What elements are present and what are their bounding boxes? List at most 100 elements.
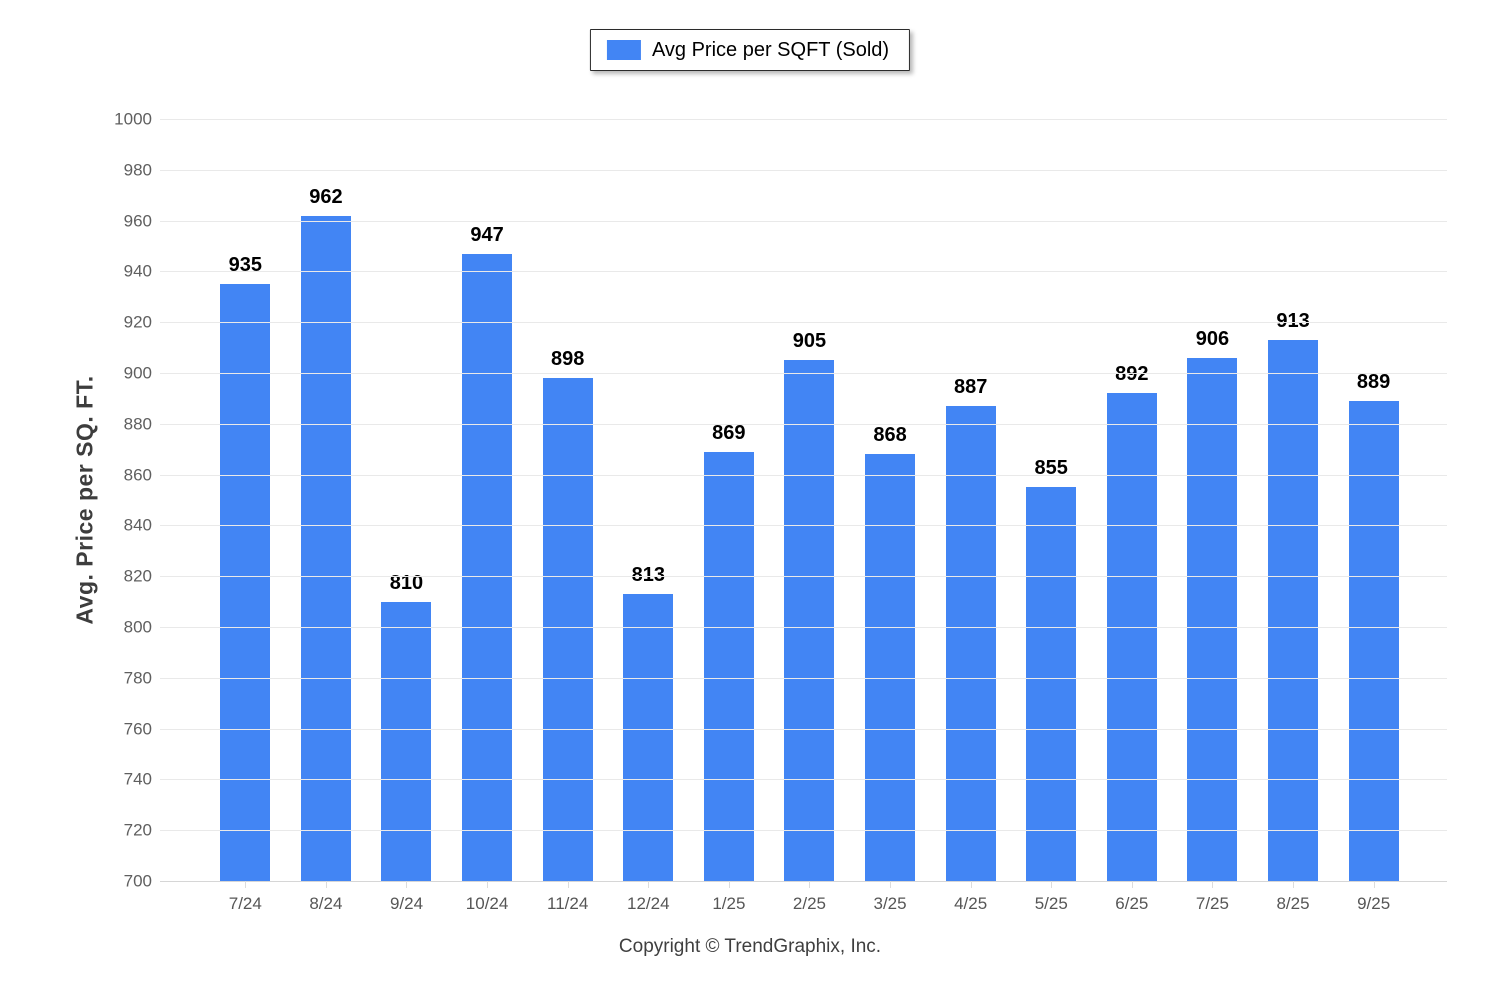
gridline xyxy=(160,677,1447,679)
bar-5/25[interactable] xyxy=(1026,487,1077,881)
gridline xyxy=(160,576,1447,578)
y-tick-label: 740 xyxy=(123,769,152,789)
x-tick-label: 7/25 xyxy=(1195,894,1229,913)
bar-value-label: 962 xyxy=(309,185,343,208)
y-tick-label: 720 xyxy=(123,820,152,840)
y-tick-label: 700 xyxy=(123,871,152,891)
gridline xyxy=(160,423,1447,425)
bar-slot: 898 11/24 xyxy=(527,119,608,912)
x-tick-label: 8/25 xyxy=(1276,894,1310,913)
y-tick-label: 840 xyxy=(123,515,152,535)
bar-value-label: 892 xyxy=(1115,363,1149,386)
y-tick-label: 780 xyxy=(123,668,152,688)
bar-4/25[interactable] xyxy=(945,406,996,881)
y-tick-label: 1000 xyxy=(114,109,152,129)
x-tick-mark xyxy=(1051,881,1053,888)
y-tick-label: 940 xyxy=(123,261,152,281)
y-tick-label: 920 xyxy=(123,312,152,332)
gridline xyxy=(160,474,1447,476)
bar-value-label: 906 xyxy=(1195,327,1230,350)
y-tick-label: 980 xyxy=(123,160,152,180)
bar-10/24[interactable] xyxy=(462,253,513,881)
gridline xyxy=(160,525,1447,527)
bar-11/24[interactable] xyxy=(542,378,593,881)
bar-3/25[interactable] xyxy=(865,454,916,881)
y-tick-label: 880 xyxy=(123,414,152,434)
gridline xyxy=(160,830,1447,832)
gridline xyxy=(160,728,1447,730)
bar-slot: 889 9/25 xyxy=(1333,119,1414,912)
x-tick-label: 1/25 xyxy=(712,894,746,913)
bar-9/25[interactable] xyxy=(1348,400,1399,881)
bar-value-label: 947 xyxy=(470,223,504,246)
bar-9/24[interactable] xyxy=(381,601,432,881)
bar-6/25[interactable] xyxy=(1106,393,1157,881)
gridline xyxy=(160,220,1447,222)
bar-slot: 869 1/25 xyxy=(689,119,770,912)
bar-8/25[interactable] xyxy=(1268,339,1319,881)
bar-value-label: 889 xyxy=(1356,370,1391,393)
x-tick-mark xyxy=(648,881,650,888)
bar-slot: 947 10/24 xyxy=(447,119,528,912)
x-tick-mark xyxy=(325,881,327,888)
x-tick-mark xyxy=(890,881,892,888)
x-tick-label: 11/24 xyxy=(547,894,589,913)
legend-label: Avg Price per SQFT (Sold) xyxy=(651,39,890,61)
bar-slot: 905 2/25 xyxy=(769,119,850,912)
x-tick-label: 10/24 xyxy=(465,894,509,913)
bar-12/24[interactable] xyxy=(623,593,674,881)
x-tick-label: 9/25 xyxy=(1357,894,1391,913)
bar-slot: 868 3/25 xyxy=(850,119,931,912)
x-tick-mark xyxy=(970,881,972,888)
x-tick-label: 2/25 xyxy=(792,894,826,913)
x-tick-mark xyxy=(245,881,247,888)
bar-value-label: 869 xyxy=(712,421,746,444)
bar-value-label: 813 xyxy=(631,563,665,586)
bar-value-label: 935 xyxy=(228,254,262,277)
x-tick-label: 4/25 xyxy=(954,894,988,913)
bar-slot: 935 7/24 xyxy=(205,119,286,912)
x-tick-mark xyxy=(1212,881,1214,888)
x-tick-mark xyxy=(487,881,489,888)
x-tick-mark xyxy=(406,881,408,888)
y-tick-label: 860 xyxy=(123,465,152,485)
bar-value-label: 868 xyxy=(873,424,907,447)
x-tick-mark xyxy=(1373,881,1375,888)
bar-2/25[interactable] xyxy=(784,360,835,881)
bar-8/24[interactable] xyxy=(300,215,351,881)
bar-7/24[interactable] xyxy=(220,284,271,881)
x-tick-mark xyxy=(1131,881,1133,888)
bar-slot: 913 8/25 xyxy=(1253,119,1334,912)
bar-slot: 906 7/25 xyxy=(1172,119,1253,912)
legend-swatch-icon xyxy=(606,40,641,60)
x-tick-mark xyxy=(567,881,569,888)
y-tick-label: 800 xyxy=(123,617,152,637)
gridline xyxy=(160,119,1447,120)
bar-slot: 887 4/25 xyxy=(930,119,1011,912)
x-tick-mark xyxy=(728,881,730,888)
x-tick-label: 3/25 xyxy=(873,894,907,913)
bar-slot: 962 8/24 xyxy=(286,119,367,912)
bar-slot: 813 12/24 xyxy=(608,119,689,912)
x-tick-label: 5/25 xyxy=(1034,894,1068,913)
x-tick-mark xyxy=(809,881,811,888)
y-axis-labels: 700 720 740 760 780 800 820 840 860 880 900 920 940 9… xyxy=(0,111,152,890)
bar-slot: 855 5/25 xyxy=(1011,119,1092,912)
gridline xyxy=(160,779,1447,781)
bar-value-label: 810 xyxy=(389,571,424,594)
legend[interactable]: Avg Price per SQFT (Sold) xyxy=(589,29,911,71)
x-tick-label: 8/24 xyxy=(309,894,343,913)
x-tick-label: 7/24 xyxy=(228,894,262,913)
plot-area: 935 7/24 962 8/24 810 9/24 947 10/24 898 11/24 813… xyxy=(160,119,1447,912)
bar-value-label: 905 xyxy=(792,330,827,353)
bar-1/25[interactable] xyxy=(703,451,754,881)
bar-7/25[interactable] xyxy=(1187,357,1238,881)
x-tick-label: 12/24 xyxy=(626,894,670,913)
gridline xyxy=(160,271,1447,273)
x-tick-label: 6/25 xyxy=(1115,894,1149,913)
y-tick-label: 760 xyxy=(123,719,152,739)
bar-value-label: 913 xyxy=(1276,309,1310,332)
gridline xyxy=(160,322,1447,324)
x-tick-label: 9/24 xyxy=(389,894,424,913)
